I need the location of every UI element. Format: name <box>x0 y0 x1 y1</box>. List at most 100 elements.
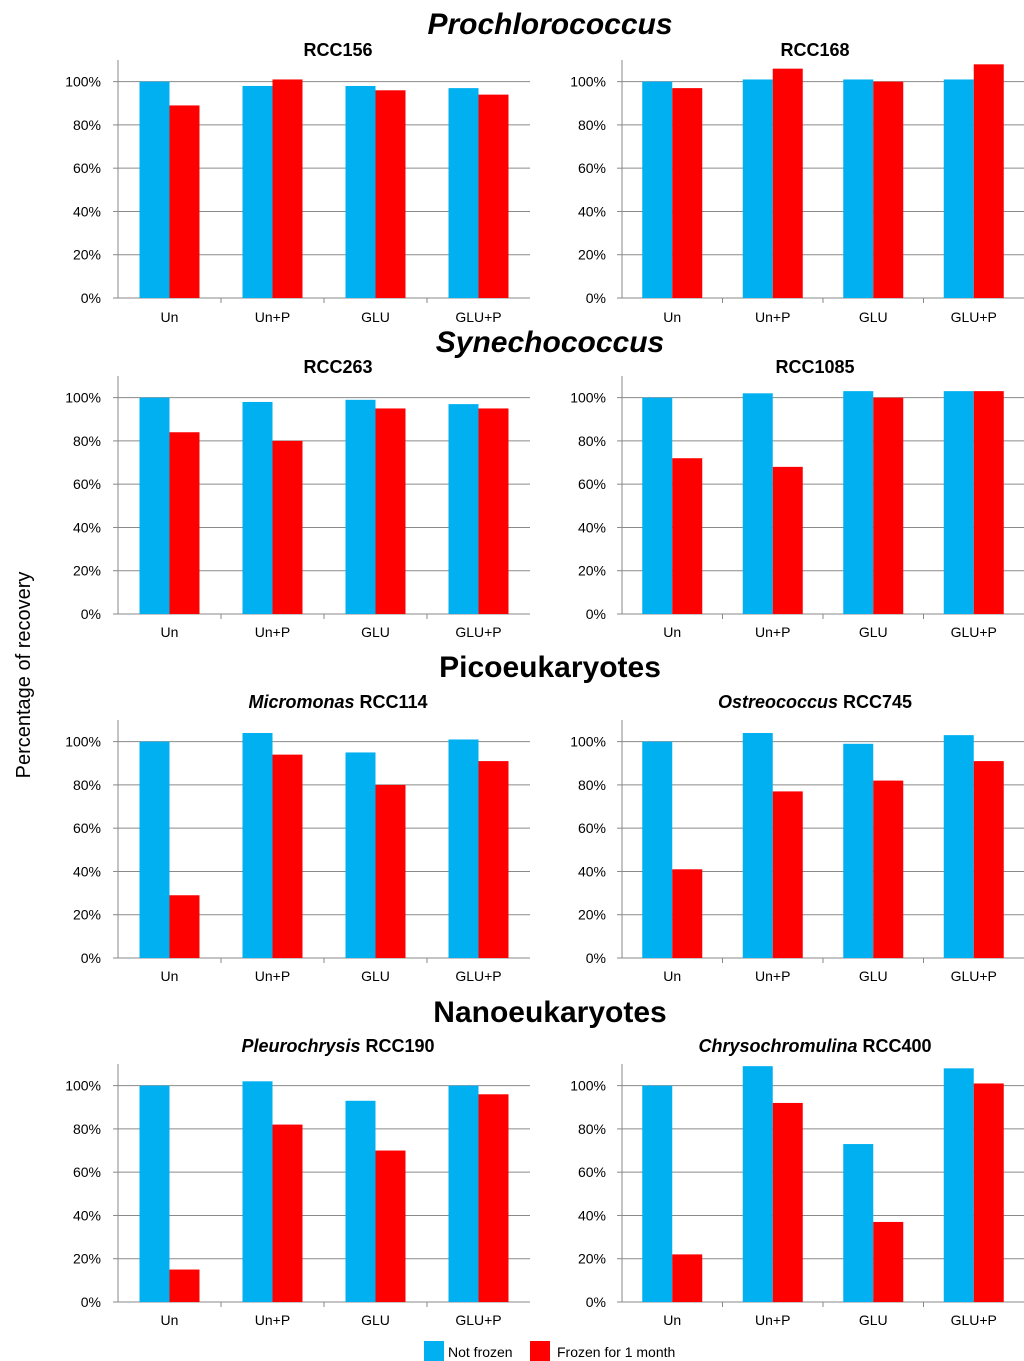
x-tick-label: GLU <box>361 1312 390 1328</box>
x-tick-label: Un+P <box>255 968 290 984</box>
bar-not-frozen <box>943 79 974 299</box>
x-tick-label: GLU <box>361 309 390 325</box>
y-tick-label: 20% <box>73 247 101 263</box>
bar-frozen <box>169 105 200 298</box>
bar-not-frozen <box>742 393 773 614</box>
chart-title-strain: RCC400 <box>863 1036 932 1056</box>
y-tick-label: 80% <box>73 777 101 793</box>
bar-frozen <box>973 64 1004 298</box>
y-tick-label: 0% <box>81 290 101 306</box>
x-tick-label: Un <box>161 624 179 640</box>
y-tick-label: 20% <box>578 563 606 579</box>
bar-not-frozen <box>139 1085 170 1302</box>
bar-frozen <box>873 81 904 299</box>
bar-frozen <box>272 440 303 614</box>
group-title: Picoeukaryotes <box>439 651 661 684</box>
chart-title: Chrysochromulina RCC400 <box>698 1036 931 1056</box>
y-tick-label: 0% <box>586 290 606 306</box>
bar-frozen <box>973 1083 1004 1302</box>
bar-frozen <box>169 895 200 958</box>
x-tick-label: GLU <box>859 1312 888 1328</box>
y-tick-label: 100% <box>65 74 101 90</box>
bar-frozen <box>873 780 904 958</box>
bar-frozen <box>272 1124 303 1302</box>
bar-not-frozen <box>642 1085 673 1302</box>
bar-not-frozen <box>843 391 874 614</box>
y-tick-label: 80% <box>73 1121 101 1137</box>
chart-title: Micromonas RCC114 <box>248 692 427 712</box>
bar-frozen <box>169 432 200 614</box>
group-title: Nanoeukaryotes <box>433 996 666 1029</box>
x-tick-label: GLU <box>859 968 888 984</box>
y-tick-label: 60% <box>578 820 606 836</box>
bar-not-frozen <box>742 79 773 299</box>
bar-frozen <box>672 88 703 298</box>
bar-not-frozen <box>448 404 479 614</box>
chart-title: RCC263 <box>303 357 372 377</box>
bar-frozen <box>169 1269 200 1302</box>
bar-not-frozen <box>345 752 376 958</box>
bar-chart: Chrysochromulina RCC400 0% 20% 40% 60% 80% 100… <box>570 1036 1024 1328</box>
bar-frozen <box>272 754 303 958</box>
bar-frozen <box>873 397 904 614</box>
y-tick-label: 20% <box>578 907 606 923</box>
x-tick-label: Un+P <box>255 624 290 640</box>
y-tick-label: 80% <box>578 433 606 449</box>
x-tick-label: GLU <box>859 309 888 325</box>
y-tick-label: 20% <box>73 563 101 579</box>
y-tick-label: 80% <box>73 433 101 449</box>
bar-frozen <box>478 761 509 958</box>
x-tick-label: Un <box>161 309 179 325</box>
bar-frozen <box>772 68 803 299</box>
bar-frozen <box>478 94 509 298</box>
chart-title: Ostreococcus RCC745 <box>718 692 912 712</box>
chart-title-strain: RCC190 <box>366 1036 435 1056</box>
chart-title-strain: RCC114 <box>360 692 428 712</box>
x-tick-label: GLU+P <box>455 968 501 984</box>
y-tick-label: 60% <box>578 160 606 176</box>
chart-title: Pleurochrysis RCC190 <box>241 1036 434 1056</box>
bar-chart: RCC263 0% 20% 40% 60% 80% 100% Un Un+P GLU GLU+P <box>65 357 530 640</box>
bar-chart: Micromonas RCC114 0% 20% 40% 60% 80% 100% Un Un+… <box>65 692 530 984</box>
x-tick-label: Un <box>161 1312 179 1328</box>
x-tick-label: Un+P <box>755 309 790 325</box>
chart-title: RCC1085 <box>775 357 854 377</box>
bar-frozen <box>672 458 703 614</box>
legend-swatch-frozen <box>530 1341 550 1361</box>
bar-not-frozen <box>139 81 170 299</box>
y-tick-label: 100% <box>570 390 606 406</box>
y-tick-label: 20% <box>578 1251 606 1267</box>
bar-not-frozen <box>843 1144 874 1302</box>
x-tick-label: Un+P <box>755 624 790 640</box>
x-tick-label: GLU <box>361 624 390 640</box>
x-tick-label: Un <box>663 309 681 325</box>
bar-frozen <box>772 791 803 958</box>
chart-title-strain: RCC1085 <box>775 357 854 377</box>
bar-frozen <box>973 391 1004 614</box>
bar-frozen <box>672 1254 703 1302</box>
x-tick-label: Un <box>663 968 681 984</box>
y-tick-label: 20% <box>73 1251 101 1267</box>
x-tick-label: Un <box>161 968 179 984</box>
chart-title-strain: RCC168 <box>780 40 849 60</box>
legend-label: Not frozen <box>448 1344 513 1360</box>
y-tick-label: 60% <box>578 476 606 492</box>
y-tick-label: 40% <box>73 203 101 219</box>
y-tick-label: 100% <box>65 390 101 406</box>
bar-chart: Pleurochrysis RCC190 0% 20% 40% 60% 80% 100% Un… <box>65 1036 530 1328</box>
y-tick-label: 20% <box>578 247 606 263</box>
group-title: Synechococcus <box>436 326 664 359</box>
bar-chart: RCC156 0% 20% 40% 60% 80% 100% Un Un+P GLU GLU+P <box>65 40 530 325</box>
bar-not-frozen <box>742 732 773 958</box>
x-tick-label: Un+P <box>755 968 790 984</box>
bar-not-frozen <box>139 741 170 958</box>
y-tick-label: 100% <box>570 1078 606 1094</box>
y-tick-label: 100% <box>570 74 606 90</box>
x-tick-label: Un+P <box>755 1312 790 1328</box>
x-tick-label: GLU+P <box>455 1312 501 1328</box>
chart-title: RCC168 <box>780 40 849 60</box>
bar-not-frozen <box>943 735 974 958</box>
x-tick-label: Un+P <box>255 309 290 325</box>
y-tick-label: 60% <box>73 820 101 836</box>
x-tick-label: GLU+P <box>455 309 501 325</box>
